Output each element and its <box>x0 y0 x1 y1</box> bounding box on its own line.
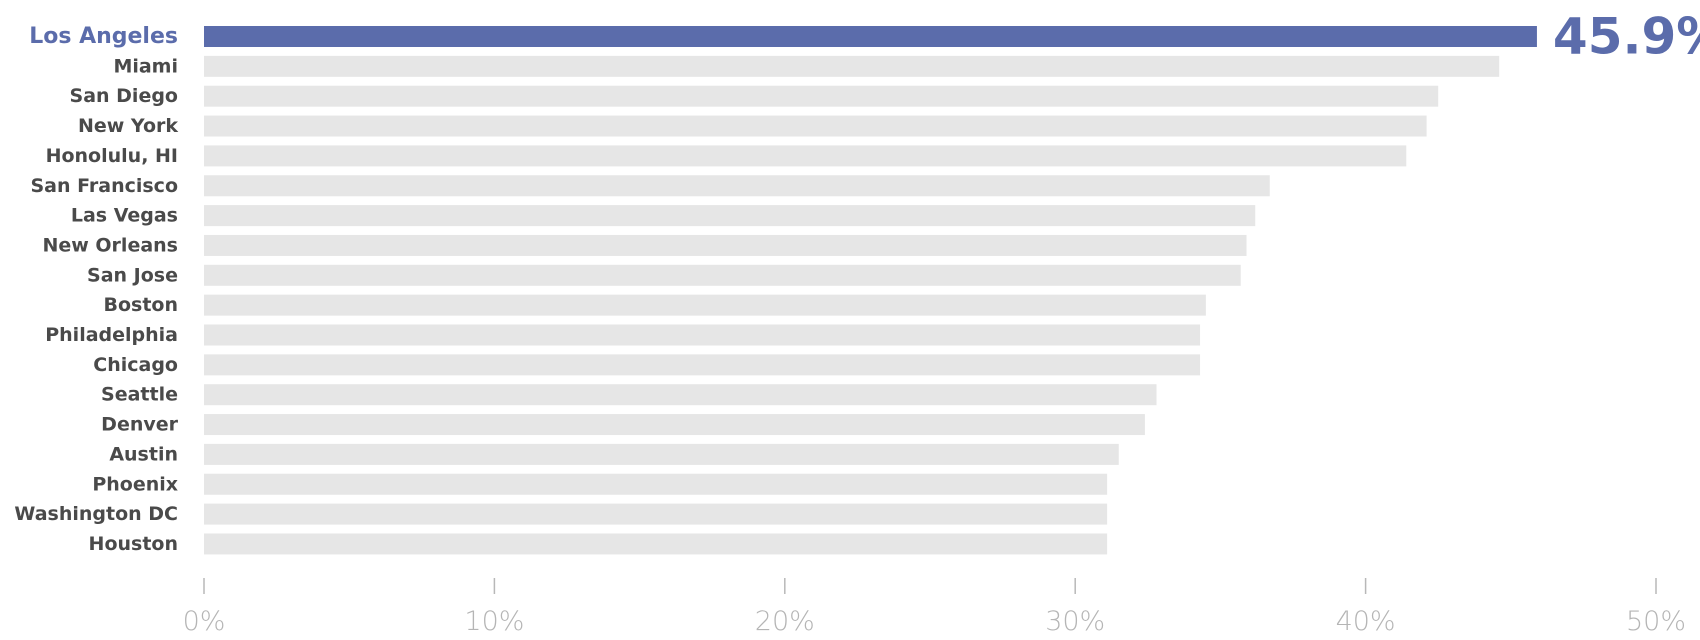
bar-san-francisco <box>204 175 1270 197</box>
bar-houston <box>204 533 1108 555</box>
category-label: Austin <box>109 443 178 465</box>
bar-seattle <box>204 384 1157 406</box>
bar-philadelphia <box>204 324 1201 346</box>
category-label: Boston <box>103 294 178 316</box>
bar-new-york <box>204 115 1427 137</box>
bar-miami <box>204 55 1500 77</box>
bar-phoenix <box>204 473 1108 495</box>
category-label: Phoenix <box>92 473 178 495</box>
category-label: New Orleans <box>42 234 178 256</box>
bar-denver <box>204 414 1145 436</box>
category-label: Denver <box>101 414 178 436</box>
x-tick-label: 40% <box>1336 606 1396 637</box>
bar-los-angeles <box>204 26 1537 47</box>
category-label: San Jose <box>87 264 178 286</box>
bar-boston <box>204 294 1206 316</box>
category-label: Houston <box>89 533 178 555</box>
category-label: Las Vegas <box>71 205 178 227</box>
x-axis: 0% 10% 20% 30% 40% 50% <box>183 578 1686 637</box>
bar-new-orleans <box>204 234 1247 256</box>
category-label: New York <box>78 115 178 137</box>
x-tick-label: 10% <box>464 606 524 637</box>
bar-washington-dc <box>204 503 1108 525</box>
category-label: Philadelphia <box>45 324 178 346</box>
category-label: San Diego <box>70 85 178 107</box>
bar-san-diego <box>204 85 1439 107</box>
category-label: Honolulu, HI <box>46 145 178 167</box>
bars-layer <box>204 26 1537 555</box>
bar-san-jose <box>204 264 1241 286</box>
x-tick-label: 0% <box>183 606 226 637</box>
category-labels: Los Angeles Miami San Diego New York Honolul… <box>14 24 178 555</box>
bar-las-vegas <box>204 205 1256 227</box>
x-tick-label: 50% <box>1626 606 1686 637</box>
category-label: Los Angeles <box>29 24 178 49</box>
x-tick-label: 20% <box>755 606 815 637</box>
category-label: San Francisco <box>30 175 178 197</box>
bar-chicago <box>204 354 1201 376</box>
highlight-value-label: 45.9% <box>1553 8 1700 66</box>
bar-honolulu-hi <box>204 145 1407 167</box>
category-label: Miami <box>113 55 178 77</box>
bar-austin <box>204 443 1119 465</box>
category-label: Chicago <box>93 354 178 376</box>
category-label: Seattle <box>101 384 178 406</box>
x-tick-label: 30% <box>1045 606 1105 637</box>
category-label: Washington DC <box>14 503 178 525</box>
